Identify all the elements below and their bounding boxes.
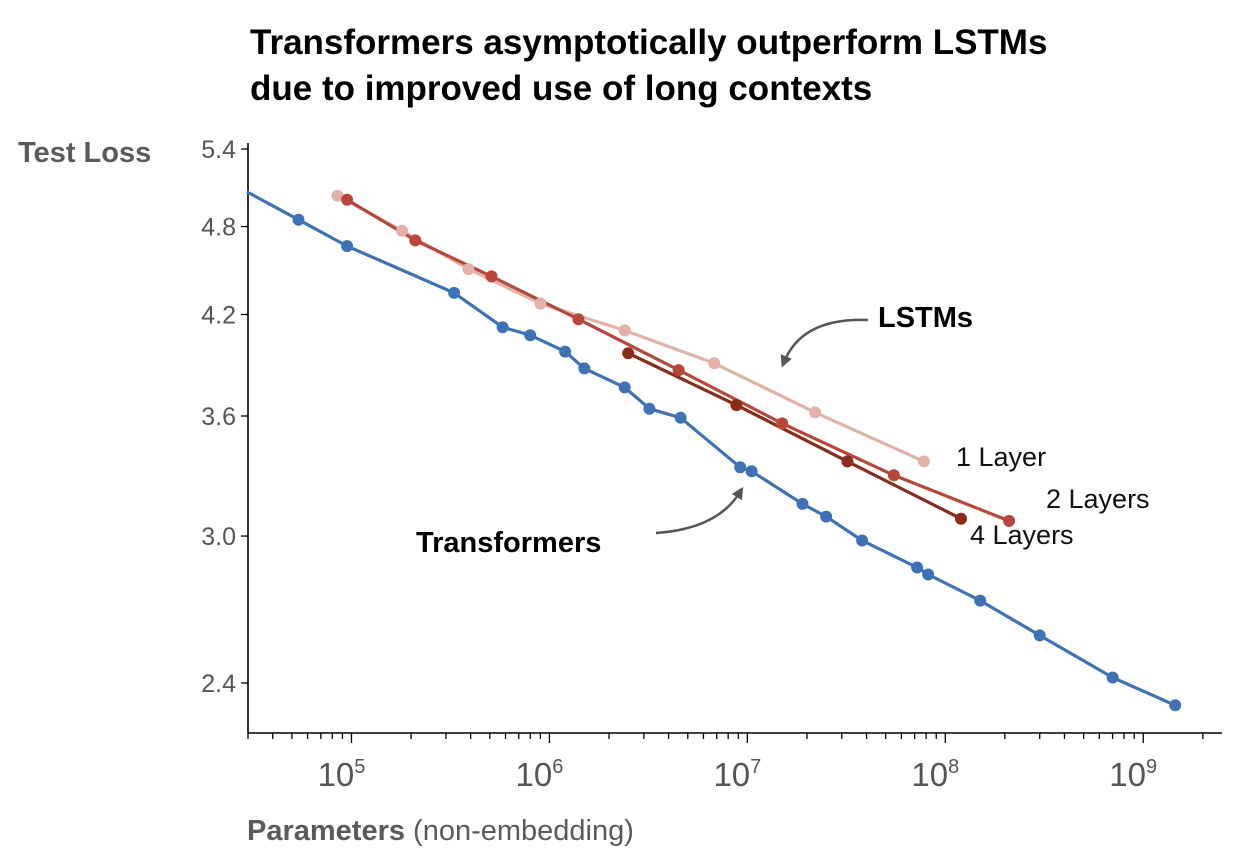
chart-title-line-1: Transformers asymptotically outperform L… <box>250 23 1047 62</box>
series-label-4-layers: 4 Layers <box>970 520 1074 550</box>
series-label-1-layer: 1 Layer <box>956 442 1046 472</box>
y-tick-label: 3.0 <box>201 523 236 551</box>
data-point-transformers <box>734 461 747 474</box>
x-axis-label-main: Parameters <box>247 815 405 847</box>
x-tick-label: 107 <box>713 756 761 793</box>
data-point-transformers <box>856 534 869 547</box>
data-point-1-layer <box>618 324 631 337</box>
data-point-transformers <box>974 594 987 607</box>
x-tick-label-base: 10 <box>318 756 355 793</box>
y-ticks: 2.4 3.0 3.6 4.2 4.8 5.4 <box>201 136 248 698</box>
x-tick-label-base: 10 <box>911 756 948 793</box>
x-tick-label-exponent: 5 <box>354 756 365 778</box>
data-point-2-layers <box>887 469 900 482</box>
transformers-annotation: Transformers <box>416 527 601 559</box>
data-point-transformers <box>674 411 687 424</box>
data-point-transformers <box>820 510 833 523</box>
x-ticks: 105 106 107 108 109 <box>247 733 1204 793</box>
y-axis-label: Test Loss <box>18 137 151 169</box>
data-point-2-layers <box>572 313 585 326</box>
data-point-transformers <box>1106 671 1119 684</box>
data-point-transformers <box>618 381 631 394</box>
series-line-1-layer <box>335 194 926 463</box>
data-point-4-layers <box>841 455 854 468</box>
x-tick-label: 106 <box>516 756 564 793</box>
x-tick-label: 108 <box>911 756 959 793</box>
series-line-2-layers <box>345 198 1011 523</box>
data-point-4-layers <box>730 399 743 412</box>
data-point-2-layers <box>409 234 422 247</box>
data-point-1-layer <box>396 224 408 237</box>
chart-title-line-2: due to improved use of long contexts <box>250 69 872 108</box>
data-point-1-layer <box>534 297 547 310</box>
x-tick-label-base: 10 <box>1109 756 1146 793</box>
data-point-1-layer <box>917 455 930 468</box>
lstms-annotation: LSTMs <box>878 302 973 334</box>
data-point-transformers <box>745 465 758 478</box>
x-tick-label: 105 <box>318 756 366 793</box>
data-point-transformers <box>341 240 354 253</box>
data-point-1-layer <box>462 263 475 276</box>
data-point-2-layers <box>485 270 498 283</box>
x-axis-label-sub: (non-embedding) <box>405 815 634 847</box>
data-point-transformers <box>796 497 809 510</box>
data-point-2-layers <box>1003 514 1016 527</box>
lstms-arrow <box>780 318 869 368</box>
data-point-transformers <box>292 213 305 226</box>
data-point-transformers <box>922 568 935 581</box>
data-point-transformers <box>578 362 591 375</box>
y-tick-label: 2.4 <box>201 670 236 698</box>
data-point-transformers <box>1033 629 1046 642</box>
data-point-2-layers <box>341 193 354 206</box>
x-tick-label-exponent: 7 <box>750 756 761 778</box>
data-point-4-layers <box>622 347 635 360</box>
transformers-arrow <box>655 486 744 535</box>
data-point-transformers <box>559 345 572 358</box>
x-axis-label: Parameters (non-embedding) <box>247 815 634 847</box>
x-tick-label-exponent: 6 <box>552 756 563 778</box>
x-tick-label-base: 10 <box>713 756 750 793</box>
y-tick-label: 3.6 <box>201 403 236 431</box>
y-tick-label: 5.4 <box>201 136 236 164</box>
data-point-transformers <box>496 321 509 334</box>
y-tick-label: 4.8 <box>201 214 236 242</box>
series-line-transformers <box>246 190 1177 707</box>
data-point-transformers <box>448 286 461 299</box>
data-point-transformers <box>643 402 656 415</box>
data-point-1-layer <box>331 189 344 202</box>
data-point-2-layers <box>672 364 685 377</box>
data-point-1-layer <box>809 406 822 419</box>
x-tick-label: 109 <box>1109 756 1157 793</box>
series-points <box>292 189 1182 712</box>
series-line-4-layers <box>626 351 963 521</box>
x-tick-label-exponent: 8 <box>948 756 959 778</box>
data-point-1-layer <box>708 357 721 370</box>
series-label-2-layers: 2 Layers <box>1046 484 1150 514</box>
data-point-transformers <box>1169 699 1182 712</box>
x-tick-label-base: 10 <box>516 756 553 793</box>
data-point-4-layers <box>955 512 967 525</box>
data-point-transformers <box>524 329 537 342</box>
y-tick-label: 4.2 <box>201 301 236 329</box>
data-point-transformers <box>911 561 924 574</box>
x-tick-label-exponent: 9 <box>1146 756 1157 778</box>
data-point-2-layers <box>776 417 789 430</box>
